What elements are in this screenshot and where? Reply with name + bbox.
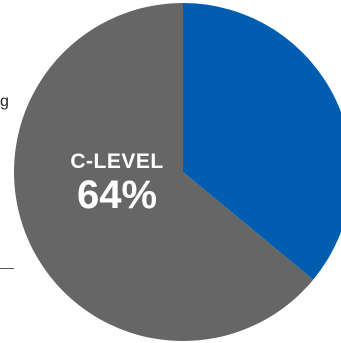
cropped-label-fragment: g <box>0 93 9 110</box>
slice-label-value: 64% <box>76 173 158 217</box>
slice-label-name: C-LEVEL <box>70 150 164 173</box>
leader-line <box>0 268 14 269</box>
slice-label-c-level: C-LEVEL 64% <box>62 150 172 216</box>
pie-slice-c-level <box>13 3 314 341</box>
pie-slice-unlabeled-0 <box>183 3 341 280</box>
